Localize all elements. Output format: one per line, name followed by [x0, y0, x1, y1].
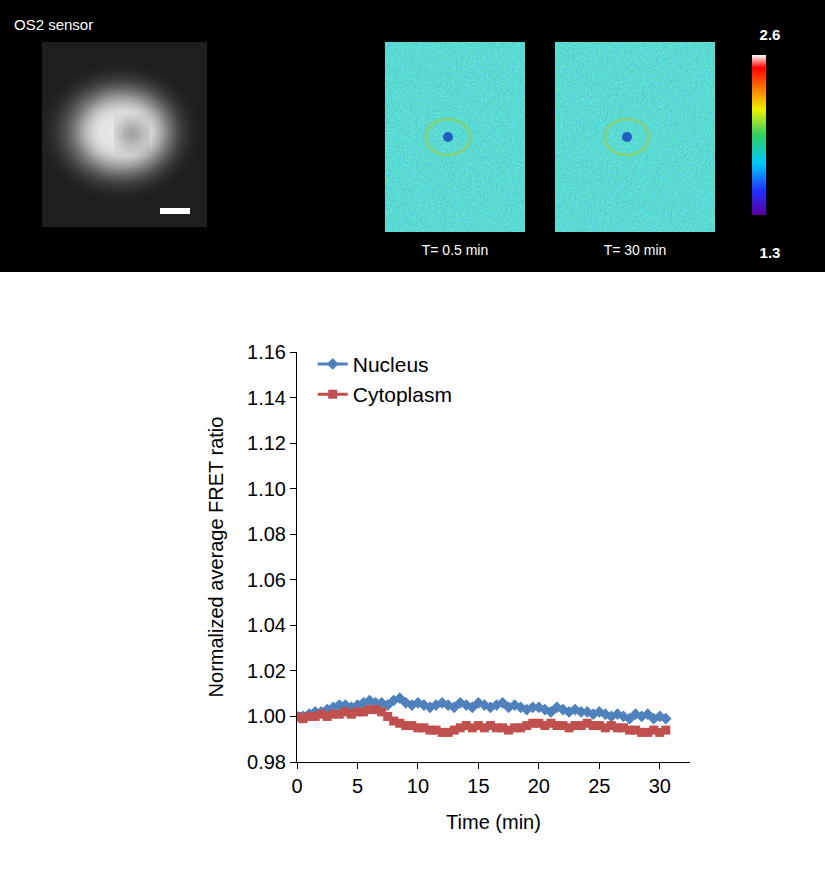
svg-text:1.04: 1.04: [247, 614, 286, 636]
svg-text:1.02: 1.02: [247, 660, 286, 682]
svg-text:1.08: 1.08: [247, 523, 286, 545]
svg-text:1.12: 1.12: [247, 432, 286, 454]
svg-text:2.6: 2.6: [760, 26, 781, 43]
svg-text:1.10: 1.10: [247, 478, 286, 500]
svg-text:T= 0.5 min: T= 0.5 min: [422, 242, 489, 258]
svg-text:Cytoplasm: Cytoplasm: [353, 383, 452, 406]
svg-text:T= 30 min: T= 30 min: [604, 242, 667, 258]
svg-text:0: 0: [291, 775, 302, 797]
svg-text:15: 15: [467, 775, 489, 797]
svg-text:30: 30: [649, 775, 671, 797]
svg-text:1.06: 1.06: [247, 569, 286, 591]
svg-text:25: 25: [588, 775, 610, 797]
svg-text:Normalized average FRET ratio: Normalized average FRET ratio: [205, 417, 227, 698]
svg-text:1.14: 1.14: [247, 387, 286, 409]
svg-text:20: 20: [528, 775, 550, 797]
svg-text:5: 5: [352, 775, 363, 797]
svg-text:10: 10: [407, 775, 429, 797]
svg-text:Nucleus: Nucleus: [353, 353, 429, 376]
svg-text:1.3: 1.3: [760, 244, 781, 261]
svg-text:1.16: 1.16: [247, 341, 286, 363]
svg-text:1.00: 1.00: [247, 705, 286, 727]
svg-text:OS2 sensor: OS2 sensor: [14, 16, 93, 33]
svg-text:Time (min): Time (min): [446, 811, 541, 833]
svg-text:0.98: 0.98: [247, 751, 286, 773]
